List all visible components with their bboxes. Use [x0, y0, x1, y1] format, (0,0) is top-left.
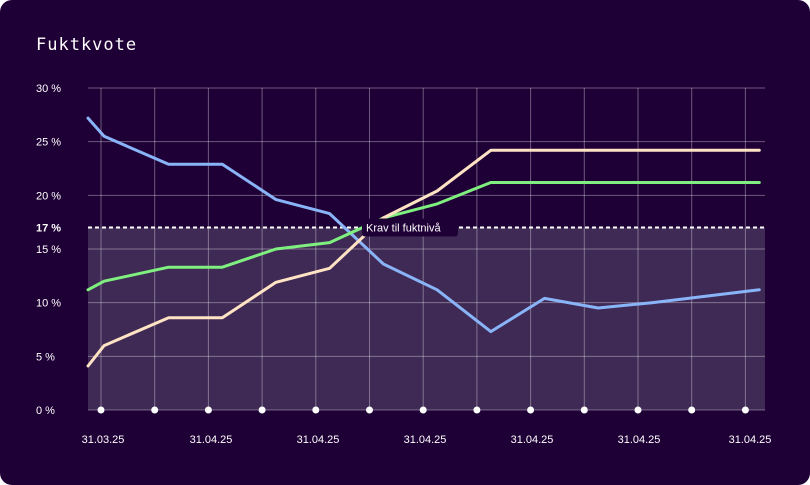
- x-axis-marker: [151, 406, 159, 414]
- y-tick-label: 10 %: [36, 298, 61, 310]
- series-line-1: [86, 116, 761, 334]
- threshold-value-label: 17 %: [36, 223, 61, 235]
- y-tick-label: 20 %: [36, 190, 61, 202]
- x-axis-marker: [634, 406, 642, 414]
- y-tick-label: 0 %: [36, 405, 55, 417]
- x-axis-marker: [527, 406, 535, 414]
- x-axis-marker: [97, 406, 105, 414]
- chart-title: Fuktkvote: [36, 35, 138, 55]
- y-tick-label: 5 %: [36, 351, 55, 363]
- x-axis-marker: [258, 406, 266, 414]
- x-axis-marker: [366, 406, 373, 414]
- series-line-2: [86, 181, 761, 292]
- threshold-annotation-badge: [362, 218, 458, 237]
- x-axis-marker: [473, 406, 481, 414]
- x-axis-marker: [741, 406, 749, 414]
- x-tick-label: 31.04.25: [190, 434, 233, 446]
- x-axis-marker: [580, 406, 588, 414]
- x-tick-label: 31.04.25: [297, 434, 340, 446]
- x-tick-label: 31.04.25: [618, 434, 661, 446]
- y-tick-label: 15 %: [36, 244, 61, 256]
- x-axis-marker: [204, 406, 212, 414]
- x-tick-label: 31.03.25: [82, 434, 125, 446]
- x-tick-label: 31.04.25: [729, 434, 772, 446]
- x-axis-marker: [312, 406, 320, 414]
- x-tick-label: 31.04.25: [404, 434, 447, 446]
- y-tick-label: 25 %: [36, 137, 61, 149]
- series-line-3: [86, 148, 761, 368]
- y-tick-label: 30 %: [36, 83, 61, 95]
- threshold-annotation-label: Krav til fuktnivå: [366, 223, 441, 235]
- x-axis-marker: [688, 406, 696, 414]
- x-axis-marker: [419, 406, 427, 414]
- x-tick-label: 31.04.25: [511, 434, 554, 446]
